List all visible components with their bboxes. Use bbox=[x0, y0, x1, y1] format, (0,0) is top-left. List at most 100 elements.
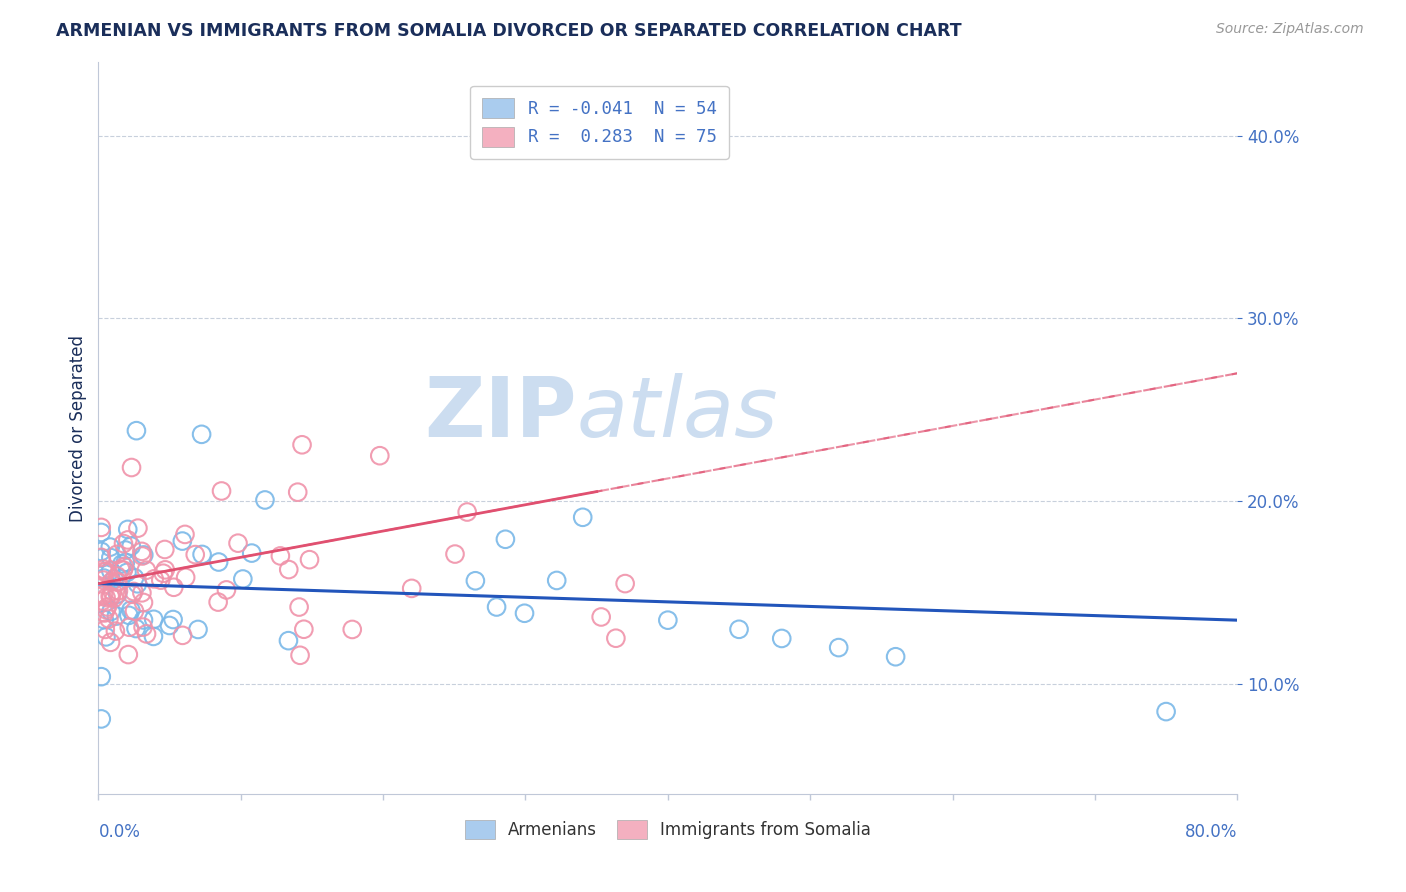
Point bbox=[90, 551, 112, 566]
Point bbox=[132, 613, 155, 627]
Point bbox=[131, 544, 153, 558]
Point bbox=[401, 582, 423, 596]
Point bbox=[100, 605, 122, 619]
Point bbox=[117, 648, 139, 662]
Point bbox=[118, 608, 141, 623]
Point bbox=[93, 562, 115, 576]
Point bbox=[90, 544, 112, 558]
Point bbox=[614, 576, 637, 591]
Point bbox=[90, 670, 112, 684]
Point bbox=[368, 449, 391, 463]
Point bbox=[591, 610, 613, 624]
Text: ZIP: ZIP bbox=[425, 373, 576, 454]
Point bbox=[277, 563, 299, 577]
Point bbox=[114, 555, 136, 569]
Point bbox=[174, 527, 197, 541]
Y-axis label: Divorced or Separated: Divorced or Separated bbox=[69, 334, 87, 522]
Point bbox=[253, 492, 276, 507]
Text: 0.0%: 0.0% bbox=[98, 823, 141, 841]
Point bbox=[485, 599, 508, 614]
Point bbox=[884, 649, 907, 664]
Point bbox=[187, 623, 209, 637]
Point bbox=[94, 565, 117, 579]
Point bbox=[107, 575, 129, 590]
Point bbox=[91, 594, 114, 608]
Point bbox=[105, 574, 128, 589]
Point bbox=[153, 542, 176, 557]
Point bbox=[464, 574, 486, 588]
Point bbox=[114, 543, 136, 558]
Point bbox=[131, 549, 153, 563]
Point bbox=[190, 427, 212, 442]
Point bbox=[184, 548, 207, 562]
Point bbox=[152, 566, 174, 581]
Point bbox=[513, 607, 536, 621]
Text: atlas: atlas bbox=[576, 373, 779, 454]
Point bbox=[288, 600, 311, 615]
Point bbox=[112, 536, 135, 550]
Point bbox=[100, 574, 122, 589]
Point bbox=[118, 620, 141, 634]
Point bbox=[101, 584, 124, 599]
Point bbox=[657, 613, 679, 627]
Point bbox=[298, 552, 321, 566]
Point bbox=[287, 485, 309, 500]
Point bbox=[94, 591, 117, 605]
Point bbox=[215, 582, 238, 597]
Point bbox=[456, 505, 478, 519]
Point bbox=[494, 533, 516, 547]
Point bbox=[163, 580, 186, 594]
Point bbox=[107, 583, 129, 598]
Point bbox=[93, 571, 115, 585]
Point bbox=[111, 557, 134, 571]
Point bbox=[103, 572, 125, 586]
Point bbox=[143, 572, 166, 586]
Point bbox=[211, 483, 233, 498]
Point bbox=[828, 640, 851, 655]
Point bbox=[127, 576, 149, 591]
Point bbox=[125, 424, 148, 438]
Point bbox=[605, 632, 627, 646]
Point bbox=[103, 591, 125, 606]
Point bbox=[770, 632, 793, 646]
Point bbox=[94, 630, 117, 644]
Point bbox=[232, 572, 254, 586]
Point bbox=[546, 574, 568, 588]
Point bbox=[115, 566, 138, 580]
Point bbox=[292, 622, 315, 636]
Point bbox=[100, 635, 122, 649]
Point bbox=[172, 534, 194, 549]
Point bbox=[90, 550, 112, 565]
Legend: Armenians, Immigrants from Somalia: Armenians, Immigrants from Somalia bbox=[456, 812, 880, 847]
Point bbox=[728, 623, 751, 637]
Point bbox=[125, 622, 148, 636]
Point bbox=[96, 599, 118, 614]
Point bbox=[291, 438, 314, 452]
Point bbox=[124, 604, 146, 618]
Point bbox=[444, 547, 467, 561]
Point bbox=[132, 620, 155, 634]
Point bbox=[117, 522, 139, 536]
Point bbox=[120, 539, 142, 553]
Point bbox=[571, 510, 593, 524]
Point bbox=[174, 570, 197, 584]
Point bbox=[90, 712, 112, 726]
Point bbox=[120, 603, 142, 617]
Point bbox=[277, 633, 299, 648]
Point bbox=[127, 521, 149, 535]
Point bbox=[100, 550, 122, 565]
Point bbox=[191, 548, 214, 562]
Text: 80.0%: 80.0% bbox=[1185, 823, 1237, 841]
Point bbox=[288, 648, 311, 663]
Point bbox=[342, 623, 364, 637]
Point bbox=[105, 569, 128, 583]
Point bbox=[94, 603, 117, 617]
Point bbox=[132, 595, 155, 609]
Point bbox=[100, 590, 122, 604]
Point bbox=[98, 540, 121, 554]
Point bbox=[155, 563, 177, 577]
Point bbox=[226, 536, 249, 550]
Point bbox=[100, 564, 122, 578]
Point bbox=[117, 533, 139, 547]
Point bbox=[1154, 705, 1177, 719]
